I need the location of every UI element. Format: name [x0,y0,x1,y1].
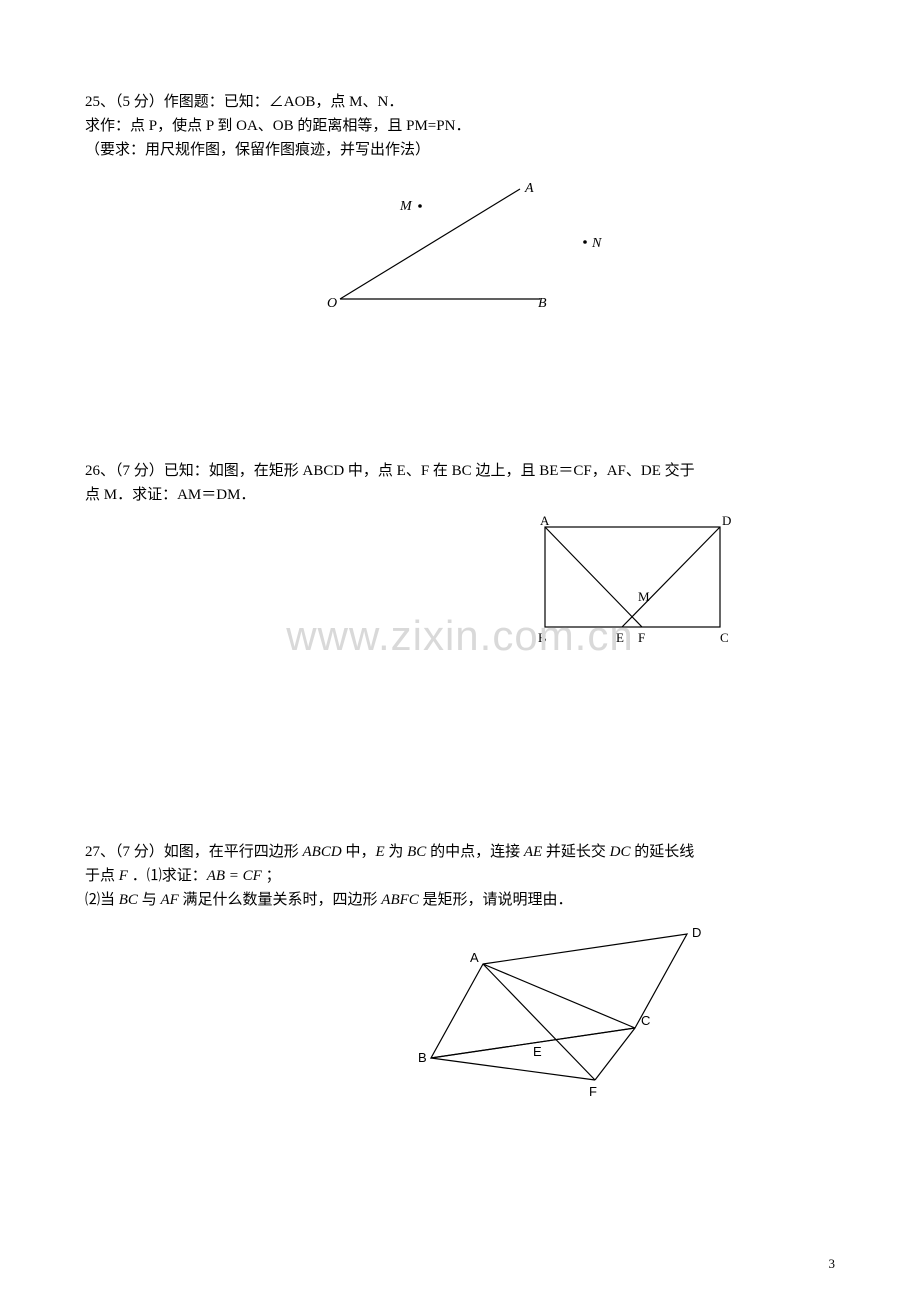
p27-line1: 27、（7 分）如图，在平行四边形 ABCD 中，E 为 BC 的中点，连接 A… [85,840,835,864]
p27-label-b: B [418,1050,427,1065]
p25-label-n: N [591,236,602,251]
p25-line1: 25、（5 分）作图题：已知：∠AOB，点 M、N． [85,90,835,114]
p27-diagram-wrap: A D B C E F [85,922,835,1102]
p26-label-d: D [722,515,731,528]
p27-l2-e: ； [262,868,281,884]
p26-label-a: A [540,515,550,528]
spacer [85,680,835,840]
p27-l1-d: E [375,844,384,860]
p27-label-a: A [470,950,479,965]
p27-label-d: D [692,925,701,940]
p25-line2: 求作：点 P，使点 P 到 OA、OB 的距离相等，且 PM=PN． [85,114,835,138]
p27-l3-b: BC [119,892,138,908]
p27-l1-f: BC [407,844,426,860]
p27-label-c: C [641,1013,650,1028]
p27-l1-e: 为 [385,844,408,860]
p25-diagram: M A N O B [310,174,610,319]
p27-label-e: E [533,1044,542,1059]
p27-l3-a: ⑵当 [85,892,119,908]
page-content: 25、（5 分）作图题：已知：∠AOB，点 M、N． 求作：点 P，使点 P 到… [0,0,920,1102]
watermark: www.zixin.com.cn [0,612,920,660]
p25-label-a: A [524,181,534,196]
p27-l1-b: ABCD [303,844,342,860]
p27-line3: ⑵当 BC 与 AF 满足什么数量关系时，四边形 ABFC 是矩形，请说明理由． [85,888,835,912]
p27-l3-e: 满足什么数量关系时，四边形 [179,892,382,908]
p27-l2-b: F [119,868,128,884]
p27-l1-k: 的延长线 [631,844,695,860]
problem-27: 27、（7 分）如图，在平行四边形 ABCD 中，E 为 BC 的中点，连接 A… [85,840,835,1102]
page-number: 3 [829,1256,836,1272]
problem-25: 25、（5 分）作图题：已知：∠AOB，点 M、N． 求作：点 P，使点 P 到… [85,90,835,319]
p27-l3-d: AF [160,892,178,908]
p27-line2: 于点 F ．⑴求证：AB = CF ； [85,864,835,888]
p27-l1-c: 中， [342,844,376,860]
p27-l2-d: AB = CF [207,868,262,884]
p26-label-m: M [638,589,650,604]
p27-l1-i: 并延长交 [542,844,610,860]
p26-line2: 点 M．求证：AM＝DM． [85,483,835,507]
p27-l3-g: 是矩形，请说明理由． [419,892,573,908]
p27-l3-c: 与 [138,892,161,908]
p27-l2-a: 于点 [85,868,119,884]
p27-l1-g: 的中点，连接 [426,844,524,860]
p27-l2-c: ．⑴求证： [128,868,207,884]
p27-l1-h: AE [524,844,542,860]
p25-label-b: B [538,296,547,311]
p25-line3: （要求：用尺规作图，保留作图痕迹，并写出作法） [85,138,835,162]
p27-l3-f: ABFC [381,892,419,908]
p25-label-o: O [327,296,337,311]
p25-label-m: M [399,199,413,214]
p27-l1-j: DC [610,844,631,860]
p25-diagram-wrap: M A N O B [85,174,835,319]
p26-line1: 26、（7 分）已知：如图，在矩形 ABCD 中，点 E、F 在 BC 边上，且… [85,459,835,483]
p27-label-f: F [589,1084,597,1099]
spacer [85,349,835,459]
p27-l1-a: 27、（7 分）如图，在平行四边形 [85,844,303,860]
p27-diagram: A D B C E F [415,922,705,1102]
